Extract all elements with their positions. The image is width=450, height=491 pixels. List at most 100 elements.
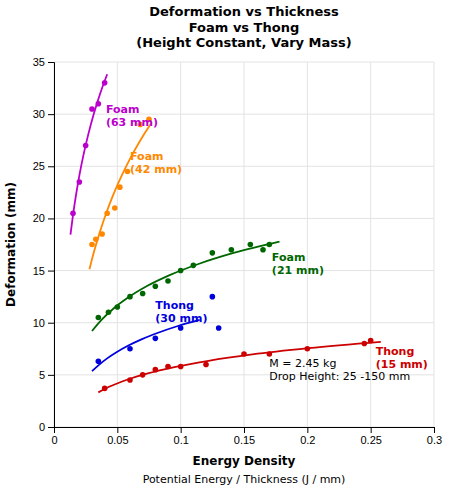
x-tick: 0.1 [174,427,189,446]
point [178,268,184,274]
fit-line [70,74,107,234]
point [106,309,112,315]
fit-line [98,342,380,393]
x-axis-label-2: Potential Energy / Thickness (J / mm) [143,473,346,486]
point [117,184,123,190]
point [153,283,159,289]
y-tick: 10 [33,317,54,329]
series-label: Foam(21 mm) [272,251,324,277]
point [77,179,83,185]
x-tick-mark [307,427,308,433]
y-tick-mark [48,323,54,324]
point [127,294,133,300]
x-tick-label: 0.15 [234,434,255,446]
series-label: Thong(30 mm) [155,299,207,325]
x-tick-label: 0.3 [427,434,442,446]
text-line: Thong [155,299,194,312]
annotation: M = 2.45 kgDrop Height: 25 -150 mm [269,357,410,383]
x-tick-label: 0.1 [174,434,189,446]
plot-area [70,74,381,392]
point [210,294,216,300]
x-tick-label: 0.05 [107,434,128,446]
x-tick-mark [371,427,372,433]
y-tick: 25 [33,160,54,172]
point [89,106,95,112]
point [210,250,216,256]
y-axis-label: Deformation (mm) [4,182,18,307]
text-line: (42 mm) [130,163,182,176]
y-tick-mark [48,271,54,272]
y-tick: 0 [39,421,54,433]
point [89,242,95,248]
text-line: (Height Constant, Vary Mass) [136,35,351,50]
y-tick-mark [48,166,54,167]
text-line: Drop Height: 25 -150 mm [269,370,410,383]
point [191,263,197,269]
series-label: Thong(15 mm) [376,345,428,371]
y-grid-line [54,218,434,219]
y-tick-label: 0 [39,421,45,433]
y-grid-line [54,166,434,167]
point [178,364,184,370]
point [127,346,133,352]
y-axis-line [48,63,55,428]
y-tick-label: 30 [33,108,45,120]
point [153,336,159,342]
point [115,304,121,310]
point [104,210,110,216]
y-grid-line [54,322,434,323]
point [96,359,102,365]
point [216,325,222,331]
y-tick-label: 20 [33,212,45,224]
point [96,315,102,321]
point [229,247,235,253]
point [112,205,118,211]
fit-line [92,320,200,371]
x-grid-line [434,62,435,427]
y-axis: 0 5 10 15 20 25 30 35 [33,56,55,433]
y-tick: 30 [33,108,54,120]
y-tick-mark [48,375,54,376]
y-tick-mark [48,427,54,428]
text-line: (63 mm) [106,116,158,129]
y-tick-label: 15 [33,265,45,277]
series-label: Foam(42 mm) [130,150,182,176]
text-line: M = 2.45 kg [269,357,336,370]
point [165,278,171,284]
chart: 0 0.05 0.1 0.15 0.2 0.25 0.3 0 5 10 15 20 25 30 35 Foam… [0,0,450,491]
text-line: Foam [272,251,306,264]
point [241,351,247,357]
series-label: Foam(63 mm) [106,103,158,129]
fit-line [92,242,279,331]
x-tick: 0.05 [107,427,128,446]
point [96,101,102,107]
point [267,351,273,357]
point [362,341,368,347]
x-grid-line [180,62,181,427]
point [102,80,108,86]
point [153,367,159,373]
x-tick: 0 [51,427,57,446]
y-tick-mark [48,62,54,63]
text-line: Thong [376,345,415,358]
point [260,247,266,253]
grid [54,62,434,427]
y-tick: 5 [39,369,54,381]
y-tick: 35 [33,56,54,68]
point [178,325,184,331]
x-tick: 0.2 [300,427,315,446]
x-tick-mark [434,427,435,433]
text-line: (30 mm) [155,312,207,325]
x-tick-mark [181,427,182,433]
y-tick-label: 35 [33,56,45,68]
point [102,386,108,392]
point [127,377,133,383]
x-tick-label: 0.2 [300,434,315,446]
x-tick: 0.25 [360,427,381,446]
point [83,143,89,149]
point [140,291,146,297]
text-line: (21 mm) [272,264,324,277]
y-tick-mark [48,114,54,115]
y-tick-label: 25 [33,160,45,172]
point [140,372,146,378]
